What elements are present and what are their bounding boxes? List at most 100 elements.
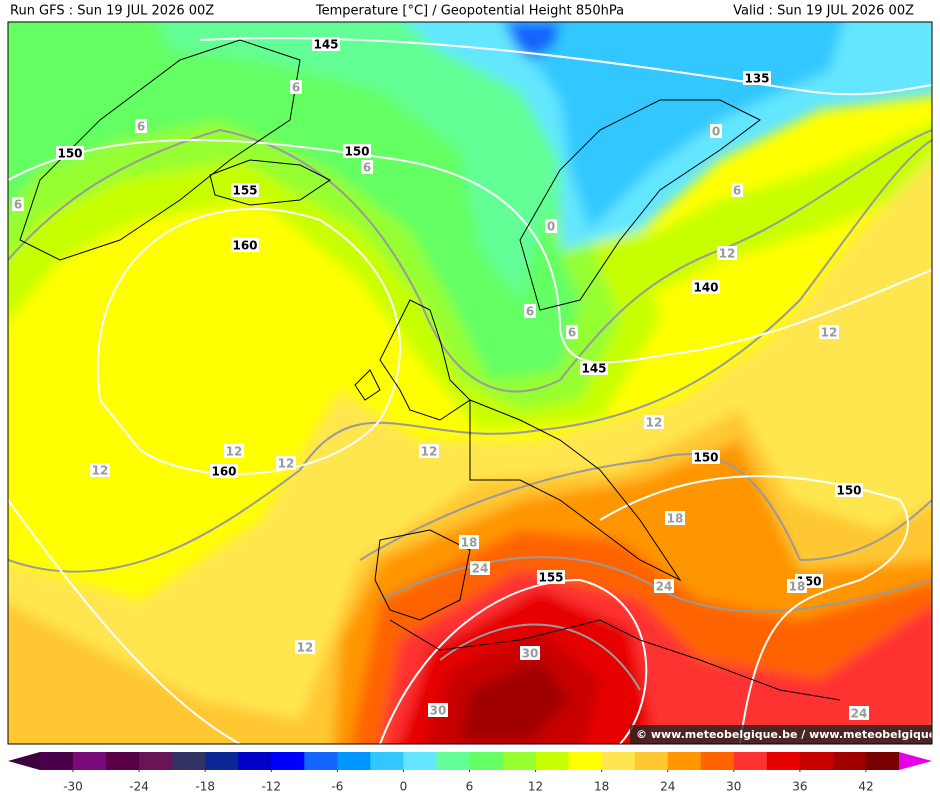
colorbar-cell xyxy=(865,752,900,770)
height-label: 160 xyxy=(232,239,257,253)
temperature-label: 24 xyxy=(472,562,489,576)
temp-band xyxy=(505,22,560,60)
height-label: 135 xyxy=(744,72,769,86)
colorbar-cell xyxy=(205,752,239,770)
temperature-label-bg xyxy=(644,415,664,429)
colorbar-cell xyxy=(337,752,371,770)
colorbar-cell xyxy=(304,752,338,770)
height-label: 150 xyxy=(344,145,369,159)
height-label-bg xyxy=(537,570,565,584)
colorbar-cell xyxy=(535,752,570,770)
temperature-label-bg xyxy=(665,511,685,525)
colorbar-tick-label: 36 xyxy=(792,780,807,794)
temperature-label: 12 xyxy=(646,416,663,430)
colorbar-tick-label: -24 xyxy=(129,780,149,794)
height-label-bg xyxy=(343,144,371,158)
colorbar-tick-label: 42 xyxy=(858,780,873,794)
height-label-bg xyxy=(210,464,238,478)
height-label: 145 xyxy=(581,362,606,376)
coastline xyxy=(389,619,841,701)
colorbar-cell xyxy=(139,752,173,770)
temperature-label: 12 xyxy=(821,326,838,340)
colorbar-cell xyxy=(271,752,305,770)
height-label: 155 xyxy=(538,571,563,585)
colorbar-cell xyxy=(436,752,470,770)
height-label-bg xyxy=(743,71,771,85)
temperature-label: 24 xyxy=(656,580,673,594)
temperature-label-bg xyxy=(710,124,722,138)
temperature-label-bg xyxy=(419,444,439,458)
valid-label: Valid : Sun 19 JUL 2026 00Z xyxy=(733,4,914,19)
height-label: 145 xyxy=(313,38,338,52)
temperature-label: 12 xyxy=(719,247,736,261)
colorbar-tick-label: -30 xyxy=(63,780,83,794)
colorbar-cell xyxy=(799,752,834,770)
run-label: Run GFS : Sun 19 JUL 2026 00Z xyxy=(10,4,214,19)
colorbar-tick-label: 6 xyxy=(466,780,474,794)
contour xyxy=(96,207,401,475)
contour xyxy=(8,139,932,364)
height-label-bg xyxy=(692,450,720,464)
contour xyxy=(8,499,241,744)
temperature-label-bg xyxy=(717,246,737,260)
watermark: © www.meteobelgique.be / www.meteobelgiq… xyxy=(636,728,940,741)
temperature-label: 12 xyxy=(226,445,243,459)
temperature-label: 6 xyxy=(526,305,534,319)
height-label: 155 xyxy=(232,184,257,198)
temperature-label-bg xyxy=(276,456,296,470)
temperature-label-bg xyxy=(12,197,24,211)
colorbar-tick-label: 24 xyxy=(660,780,675,794)
temperature-label: 18 xyxy=(461,536,478,550)
temperature-label: 6 xyxy=(363,161,371,175)
temperature-label: 24 xyxy=(851,707,868,721)
colorbar-tick-label: 30 xyxy=(726,780,741,794)
temperature-label-bg xyxy=(90,463,110,477)
colorbar-cell xyxy=(370,752,404,770)
height-label: 160 xyxy=(211,465,236,479)
height-label-bg xyxy=(231,238,259,252)
contour xyxy=(379,578,648,744)
temperature-label: 6 xyxy=(137,120,145,134)
temperature-label-bg xyxy=(459,535,479,549)
map-frame xyxy=(7,21,933,745)
temperature-label-bg xyxy=(520,646,540,660)
height-label-bg xyxy=(231,183,259,197)
temperature-label: 12 xyxy=(421,445,438,459)
contour xyxy=(599,475,909,744)
temperature-label-bg xyxy=(731,183,743,197)
temp-band xyxy=(158,22,634,300)
colorbar-tick-label: 0 xyxy=(400,780,408,794)
temperature-label: 12 xyxy=(278,457,295,471)
temperature-label: 12 xyxy=(92,464,109,478)
colorbar-cell xyxy=(568,752,603,770)
coastline xyxy=(374,529,471,621)
temp-band xyxy=(600,123,932,300)
temperature-label-bg xyxy=(654,579,674,593)
contour xyxy=(8,139,932,573)
colorbar-cell xyxy=(832,752,867,770)
map-title: Temperature [°C] / Geopotential Height 8… xyxy=(315,4,624,19)
colorbar-cell xyxy=(766,752,801,770)
temperature-label-bg xyxy=(566,325,578,339)
height-label-bg xyxy=(56,146,84,160)
coastline xyxy=(379,299,471,421)
colorbar-cell xyxy=(73,752,107,770)
colorbar-cell xyxy=(601,752,636,770)
temperature-label-bg xyxy=(524,304,536,318)
colorbar: -30 -24 -18 -12 -6 0 6 12 18 24 30 36 42 xyxy=(8,752,932,794)
colorbar-under xyxy=(8,752,40,770)
temperature-label-bg xyxy=(295,640,315,654)
colorbar-tick-label: -18 xyxy=(195,780,215,794)
colorbar-cell xyxy=(40,752,74,770)
colorbar-tick-label: -6 xyxy=(331,780,343,794)
temperature-label-bg xyxy=(135,119,147,133)
temperature-label: 30 xyxy=(522,647,539,661)
temperature-label: 30 xyxy=(430,704,447,718)
temperature-label-bg xyxy=(290,80,302,94)
colorbar-cell xyxy=(634,752,669,770)
temperature-label: 6 xyxy=(292,81,300,95)
temperature-label-bg xyxy=(470,561,490,575)
temperature-label: 0 xyxy=(712,125,720,139)
